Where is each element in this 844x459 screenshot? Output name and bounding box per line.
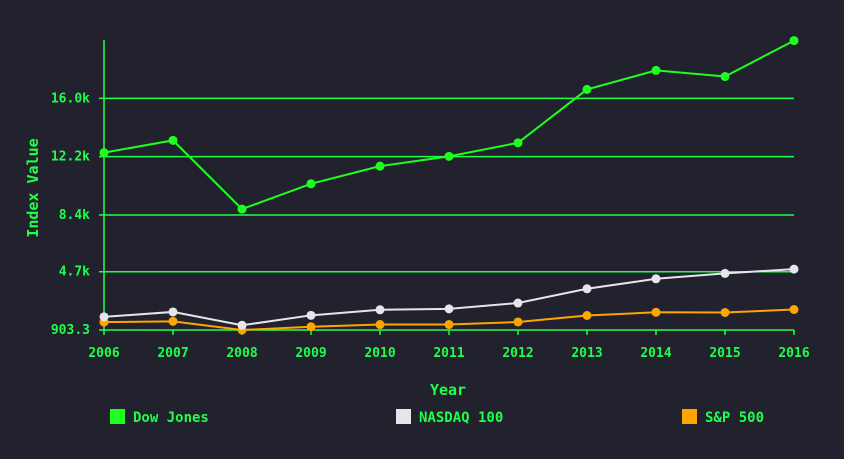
x-tick-label: 2010: [364, 346, 395, 361]
y-tick-label: 903.3: [51, 323, 90, 338]
legend-label-nasdaq-100: NASDAQ 100: [419, 410, 503, 426]
data-point-nasdaq-100: [720, 268, 730, 278]
x-tick-label: 2012: [502, 346, 533, 361]
data-point-dow-jones: [168, 135, 178, 145]
data-point-nasdaq-100: [444, 304, 454, 314]
data-point-s-p-500: [375, 320, 385, 330]
x-tick-label: 2007: [157, 346, 188, 361]
data-point-dow-jones: [444, 151, 454, 161]
data-point-nasdaq-100: [582, 284, 592, 294]
y-tick-label: 4.7k: [59, 265, 90, 280]
data-point-s-p-500: [444, 320, 454, 330]
data-point-dow-jones: [237, 204, 247, 214]
series-line-dow-jones: [103, 39, 795, 211]
x-tick-label: 2016: [778, 346, 809, 361]
legend-label-dow-jones: Dow Jones: [133, 410, 209, 426]
y-axis-ticks: 903.3 4.7k 8.4k 12.2k 16.0k: [51, 91, 104, 338]
data-point-dow-jones: [99, 148, 109, 158]
legend-swatch-nasdaq-100: [396, 409, 411, 424]
data-point-nasdaq-100: [306, 310, 316, 320]
series-group: [99, 36, 799, 335]
data-point-nasdaq-100: [237, 320, 247, 330]
data-point-dow-jones: [306, 179, 316, 189]
data-point-nasdaq-100: [513, 298, 523, 308]
data-point-nasdaq-100: [375, 305, 385, 315]
data-point-s-p-500: [582, 311, 592, 321]
x-tick-label: 2014: [640, 346, 671, 361]
y-axis-title: Index Value: [24, 138, 42, 237]
data-point-nasdaq-100: [651, 274, 661, 284]
data-point-nasdaq-100: [168, 307, 178, 317]
data-point-s-p-500: [168, 316, 178, 326]
data-point-dow-jones: [375, 161, 385, 171]
data-point-s-p-500: [651, 307, 661, 317]
y-tick-label: 8.4k: [59, 208, 90, 223]
legend-label-s-p-500: S&P 500: [705, 410, 764, 426]
gridlines: [104, 97, 794, 273]
x-tick-label: 2015: [709, 346, 740, 361]
legend-swatch-s-p-500: [682, 409, 697, 424]
data-point-dow-jones: [789, 36, 799, 46]
data-point-s-p-500: [720, 307, 730, 317]
data-point-dow-jones: [582, 84, 592, 94]
data-point-s-p-500: [789, 305, 799, 315]
y-tick-label: 16.0k: [51, 91, 90, 106]
x-tick-label: 2006: [88, 346, 119, 361]
x-tick-label: 2009: [295, 346, 326, 361]
x-axis-ticks: 2006 2007 2008 2009 2010 2011 2012 2013 2014 2015…: [88, 330, 810, 361]
data-point-nasdaq-100: [789, 264, 799, 274]
data-point-dow-jones: [651, 65, 661, 75]
x-tick-label: 2011: [433, 346, 464, 361]
data-point-nasdaq-100: [99, 312, 109, 322]
data-point-dow-jones: [720, 72, 730, 82]
series-line-nasdaq-100: [103, 268, 795, 327]
legend-swatch-dow-jones: [110, 409, 125, 424]
x-tick-label: 2008: [226, 346, 257, 361]
legend: Dow Jones NASDAQ 100 S&P 500: [110, 409, 764, 426]
y-tick-label: 12.2k: [51, 150, 90, 165]
data-point-dow-jones: [513, 138, 523, 148]
x-axis-title: Year: [430, 381, 466, 399]
data-point-s-p-500: [513, 317, 523, 327]
x-tick-label: 2013: [571, 346, 602, 361]
data-point-s-p-500: [306, 322, 316, 332]
